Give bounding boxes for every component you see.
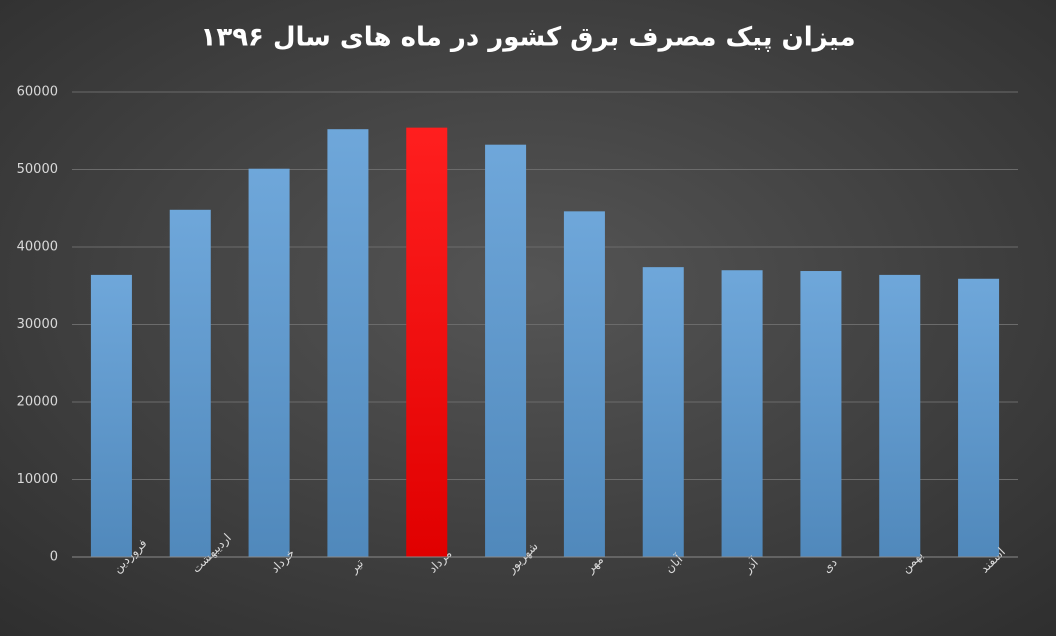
bar-shade <box>169 209 211 558</box>
bar-shade <box>721 270 763 557</box>
bar-shade <box>800 271 842 557</box>
y-tick-label: 60000 <box>17 85 58 100</box>
bar-shade <box>327 129 369 557</box>
y-tick-label: 20000 <box>17 395 58 410</box>
bar-shade <box>642 267 684 557</box>
bar-shade <box>485 144 527 557</box>
bar-shade <box>90 274 132 557</box>
bar-shade <box>563 211 605 557</box>
bar-shade <box>879 274 921 557</box>
y-tick-label: 30000 <box>17 317 58 332</box>
bar-shade <box>958 278 1000 557</box>
y-tick-label: 50000 <box>17 162 58 177</box>
chart-title: میزان پیک مصرف برق کشور در ماه های سال ۱… <box>200 23 855 53</box>
bar-shade <box>248 168 290 557</box>
y-tick-label: 40000 <box>17 240 58 255</box>
y-tick-label: 0 <box>50 550 58 565</box>
bar-shade <box>406 127 448 558</box>
y-tick-label: 10000 <box>17 472 58 487</box>
